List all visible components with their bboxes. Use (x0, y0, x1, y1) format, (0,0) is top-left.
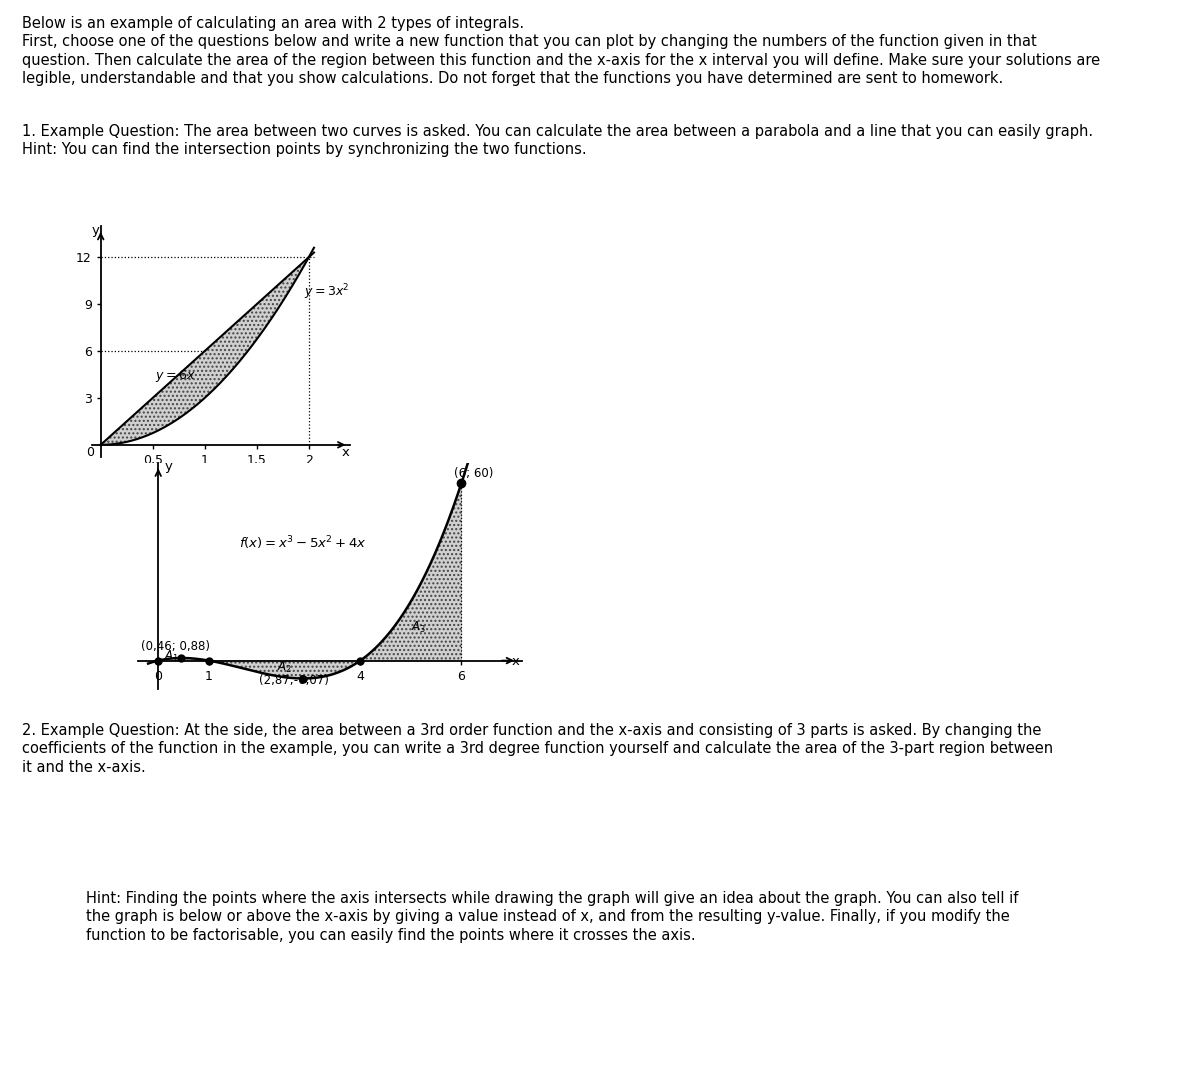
Text: (6; 60): (6; 60) (454, 467, 493, 481)
Text: $y = 3x^2$: $y = 3x^2$ (304, 282, 349, 302)
Text: Hint: Finding the points where the axis intersects while drawing the graph will : Hint: Finding the points where the axis … (86, 891, 1019, 906)
Text: (0,46; 0,88): (0,46; 0,88) (140, 640, 210, 653)
Text: Hint: You can find the intersection points by synchronizing the two functions.: Hint: You can find the intersection poin… (22, 142, 587, 157)
Text: the graph is below or above the x-axis by giving a value instead of x, and from : the graph is below or above the x-axis b… (86, 909, 1010, 924)
Text: x: x (512, 655, 520, 668)
Text: it and the x-axis.: it and the x-axis. (22, 760, 145, 775)
Text: x: x (342, 445, 350, 458)
Text: $A_2$: $A_2$ (277, 660, 292, 675)
Text: $A_1$: $A_1$ (164, 649, 180, 664)
Text: 2. Example Question: At the side, the area between a 3rd order function and the : 2. Example Question: At the side, the ar… (22, 723, 1040, 738)
Text: y: y (91, 224, 100, 237)
Text: $f(x)=x^3-5x^2+4x$: $f(x)=x^3-5x^2+4x$ (239, 535, 367, 552)
Text: $y = 6x$: $y = 6x$ (155, 368, 196, 384)
Text: function to be factorisable, you can easily find the points where it crosses the: function to be factorisable, you can eas… (86, 928, 696, 943)
Text: 1. Example Question: The area between two curves is asked. You can calculate the: 1. Example Question: The area between tw… (22, 124, 1093, 139)
Text: y: y (164, 461, 172, 473)
Text: legible, understandable and that you show calculations. Do not forget that the f: legible, understandable and that you sho… (22, 71, 1003, 86)
Text: $A_3$: $A_3$ (410, 620, 426, 635)
Text: question. Then calculate the area of the region between this function and the x-: question. Then calculate the area of the… (22, 53, 1099, 68)
Text: First, choose one of the questions below and write a new function that you can p: First, choose one of the questions below… (22, 34, 1037, 49)
Text: (2,87;-6,07): (2,87;-6,07) (259, 674, 329, 686)
Text: 0: 0 (86, 445, 95, 458)
Text: coefficients of the function in the example, you can write a 3rd degree function: coefficients of the function in the exam… (22, 741, 1052, 756)
Text: Below is an example of calculating an area with 2 types of integrals.: Below is an example of calculating an ar… (22, 16, 523, 31)
